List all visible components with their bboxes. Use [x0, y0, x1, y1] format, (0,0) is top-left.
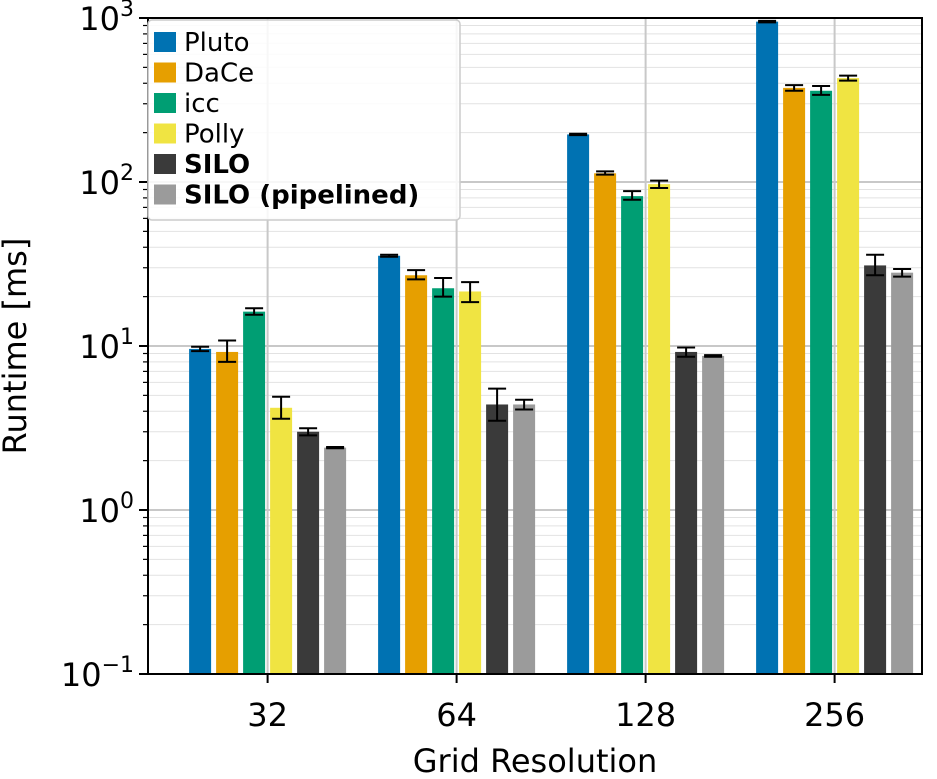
bar-pluto [189, 348, 212, 674]
bar-silo [486, 404, 509, 674]
legend-swatch [154, 184, 176, 205]
y-tick-label: 101 [79, 325, 134, 366]
bar-silo-pipelined- [891, 272, 914, 674]
x-tick-label: 128 [615, 696, 676, 734]
legend-label: SILO (pipelined) [184, 181, 419, 211]
y-tick-label: 103 [79, 0, 134, 38]
y-tick-label: 10−1 [61, 653, 134, 694]
bar-polly [648, 184, 671, 674]
bar-icc [621, 196, 644, 674]
legend-swatch [154, 154, 176, 174]
legend-swatch [154, 93, 176, 113]
bar-silo [297, 431, 320, 674]
legend-label: SILO [184, 150, 250, 180]
axis-ticks: 10−1 100 101 102 103 32 64 128 256 [61, 0, 865, 734]
legend-label: DaCe [184, 59, 254, 89]
bar-silo [675, 351, 698, 674]
legend-label: icc [184, 89, 220, 119]
bar-icc [243, 311, 266, 674]
bar-silo-pipelined- [702, 355, 725, 674]
x-tick-label: 32 [247, 696, 288, 734]
bar-silo-pipelined- [324, 447, 347, 674]
legend-swatch [154, 32, 176, 52]
x-tick-label: 64 [436, 696, 477, 734]
bar-dace [405, 275, 428, 674]
y-tick-label: 102 [79, 161, 134, 202]
error-bars [191, 19, 912, 450]
legend-box [147, 19, 461, 221]
bar-icc [810, 90, 833, 675]
x-tick-label: 256 [804, 696, 865, 734]
bars [189, 21, 914, 675]
bar-pluto [378, 255, 401, 674]
bar-silo [864, 265, 887, 674]
x-axis-label: Grid Resolution [413, 742, 658, 779]
legend-label: Pluto [184, 28, 249, 58]
y-tick-label: 100 [79, 489, 134, 530]
bar-pluto [756, 21, 779, 675]
legend-swatch [154, 123, 176, 144]
legend-swatch [154, 62, 176, 83]
bar-dace [594, 173, 617, 674]
bar-polly [459, 291, 482, 674]
legend-label: Polly [184, 120, 245, 150]
y-axis-label: Runtime [ms] [0, 238, 34, 455]
bar-polly [837, 78, 860, 674]
bar-silo-pipelined- [513, 404, 536, 674]
bar-dace [216, 351, 239, 674]
bar-polly [270, 407, 293, 674]
bar-dace [783, 87, 806, 674]
bar-pluto [567, 134, 590, 674]
bar-icc [432, 288, 455, 674]
